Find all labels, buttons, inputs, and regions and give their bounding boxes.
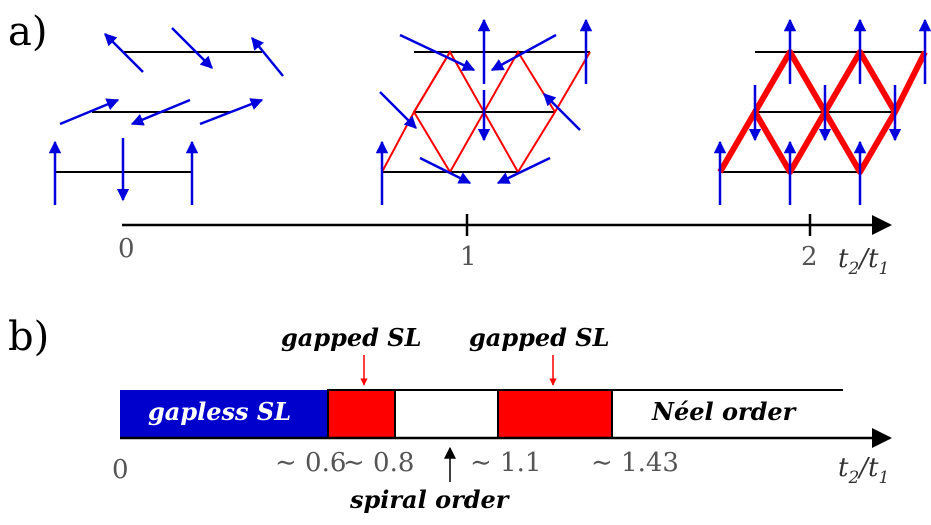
axis-b-tick-1-43: ∼ 1.43 <box>591 448 679 478</box>
region-gapped-sl-1 <box>327 389 396 439</box>
spin-group-neel <box>713 18 931 205</box>
panel-a-label: a) <box>8 9 47 55</box>
lattice-t2 <box>713 18 931 205</box>
spin-group-chain3 <box>48 138 199 205</box>
spin-arrow-icon <box>496 156 551 185</box>
region-gapped-sl-2 <box>497 389 613 439</box>
axis-b-tick-0-8: ∼ 0.8 <box>343 448 414 478</box>
spin-arrow-icon <box>59 98 120 126</box>
axis-a-tick-label-2: 2 <box>801 242 818 272</box>
region-spiral-order <box>394 389 499 439</box>
spin-arrow-icon <box>171 27 213 69</box>
axis-a-label: t2/t1 <box>838 244 889 279</box>
spin-arrow-icon <box>490 33 557 72</box>
axis-a-tick-label-1: 1 <box>460 242 477 272</box>
panel-b-label: b) <box>8 314 49 360</box>
spin-arrow-icon <box>251 37 284 77</box>
spin-group-chain2 <box>59 98 264 126</box>
spin-arrow-icon <box>399 33 476 72</box>
axis-a: 0 1 2 t2/t1 <box>118 214 892 279</box>
region-gapless-sl <box>120 390 328 438</box>
lattice-t0 <box>48 27 284 205</box>
spin-arrow-icon <box>199 98 264 126</box>
panel-a: a) <box>8 9 931 279</box>
axis-b-label: t2/t1 <box>838 453 889 488</box>
spin-arrow-icon <box>104 33 144 73</box>
axis-b-tick-0: 0 <box>112 455 129 485</box>
spin-group-triangular <box>375 18 593 205</box>
spin-arrow-icon <box>130 98 191 126</box>
spin-arrow-icon <box>419 156 472 185</box>
spiral-order-label: spiral order <box>349 485 511 514</box>
gapped-sl-label-1: gapped SL <box>281 323 422 352</box>
axis-a-tick-label-0: 0 <box>118 234 135 264</box>
gapless-sl-text: gapless SL <box>148 397 291 426</box>
spin-arrow-icon <box>379 91 417 129</box>
diagonal-bond <box>413 51 451 113</box>
axis-b-tick-0-6: ∼ 0.6 <box>275 448 346 478</box>
gapped-sl-label-2: gapped SL <box>469 323 610 352</box>
panel-b: b) gapless SL Néel order gapped SL gappe… <box>8 314 892 514</box>
spin-group-chain1 <box>104 27 284 77</box>
spin-arrow-icon <box>543 93 581 131</box>
neel-order-text: Néel order <box>651 397 798 426</box>
axis-b-tick-1-1: ∼ 1.1 <box>470 448 541 478</box>
lattice-t1 <box>375 18 593 205</box>
